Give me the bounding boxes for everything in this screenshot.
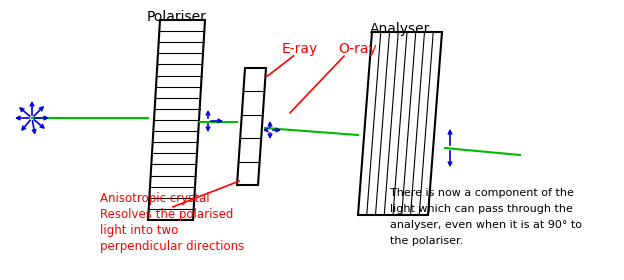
Text: Resolves the polarised: Resolves the polarised	[100, 208, 233, 221]
Polygon shape	[358, 32, 442, 215]
Text: analyser, even when it is at 90° to: analyser, even when it is at 90° to	[390, 220, 582, 230]
Text: E-ray: E-ray	[282, 42, 318, 56]
Text: Polariser: Polariser	[147, 10, 207, 24]
Polygon shape	[148, 20, 205, 220]
Text: light which can pass through the: light which can pass through the	[390, 204, 573, 214]
Polygon shape	[237, 68, 266, 185]
Text: Analyser: Analyser	[370, 22, 430, 36]
Text: O-ray: O-ray	[338, 42, 377, 56]
Text: light into two: light into two	[100, 224, 178, 237]
Text: Anisotropic crystal: Anisotropic crystal	[100, 192, 210, 205]
Text: the polariser.: the polariser.	[390, 236, 463, 246]
Text: perpendicular directions: perpendicular directions	[100, 240, 244, 253]
Text: There is now a component of the: There is now a component of the	[390, 188, 574, 198]
